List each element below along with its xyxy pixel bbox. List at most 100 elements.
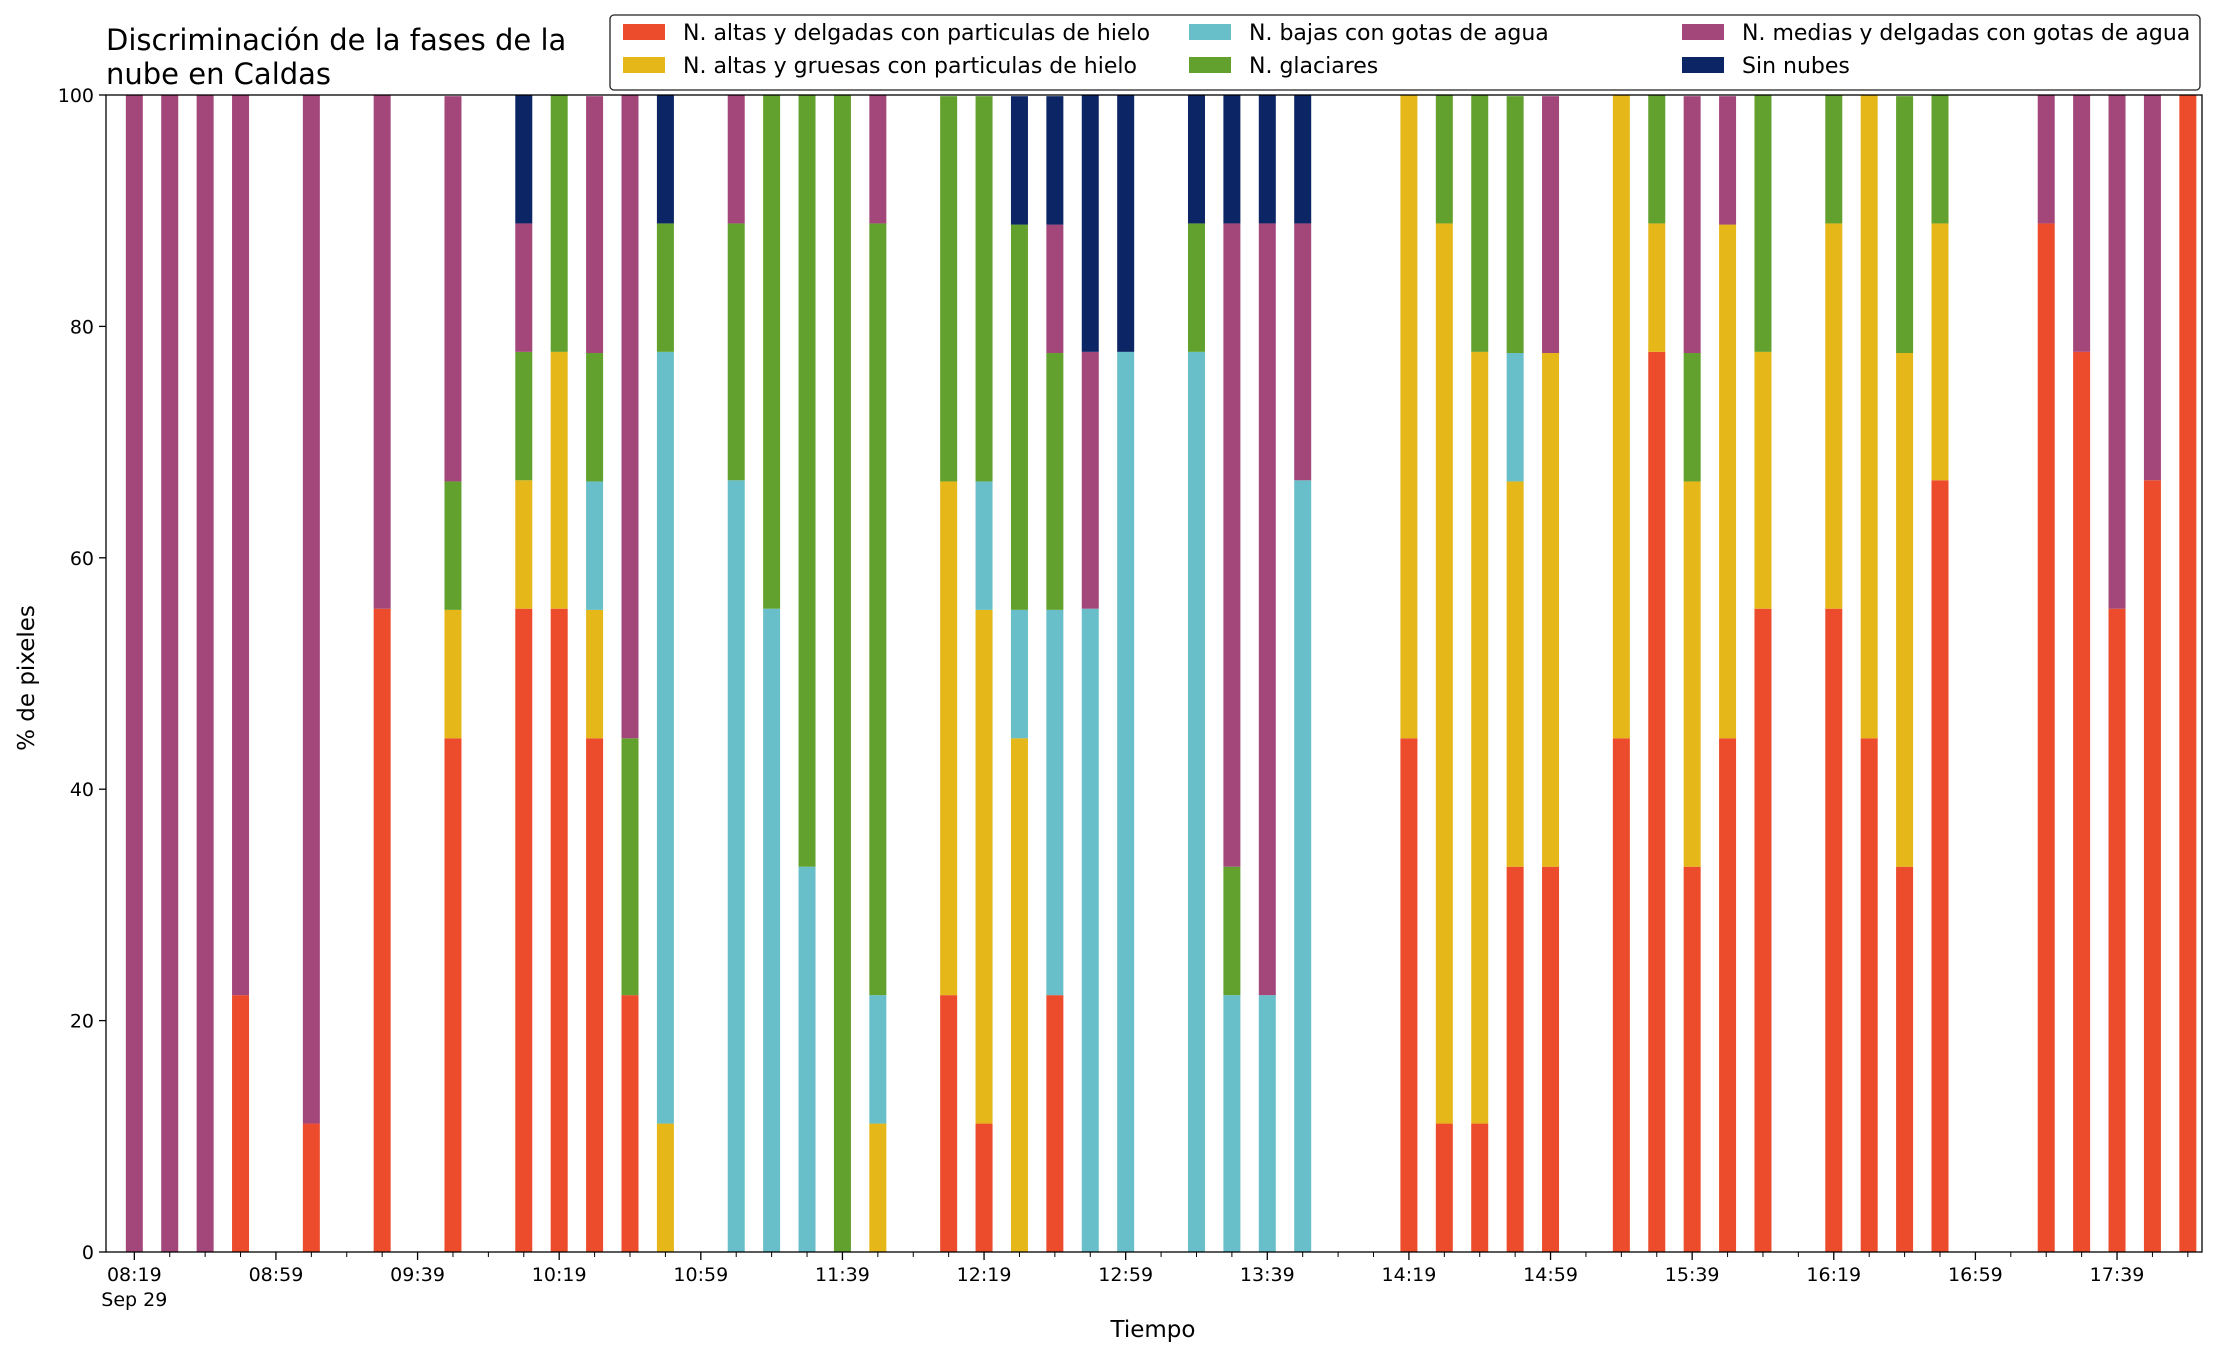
bar-segment-2-13	[763, 608, 781, 1252]
bar-segment-1-32	[1542, 353, 1560, 867]
bar-segment-2-16	[869, 995, 887, 1124]
bar-segment-5-23	[1187, 95, 1205, 224]
y-tick-label-5: 100	[58, 85, 94, 107]
bar-segment-5-22	[1117, 95, 1135, 352]
bar-segment-3-31	[1506, 96, 1524, 354]
bar-segment-1-18	[975, 609, 993, 1124]
chart-title-line-1: Discriminación de la fases de la	[106, 23, 566, 57]
bar-segment-2-31	[1506, 353, 1524, 482]
bar-segment-5-25	[1258, 95, 1276, 224]
legend-swatch-1	[623, 57, 665, 73]
bar-segment-2-9	[586, 481, 604, 610]
bar-segment-3-35	[1683, 353, 1701, 482]
x-tick-label-12: 16:19	[1806, 1264, 1861, 1286]
x-tick-label-0: 08:19	[107, 1264, 162, 1286]
bar-segment-1-34	[1648, 223, 1666, 352]
x-tick-label-1: 08:59	[249, 1264, 304, 1286]
bar-segment-2-26	[1294, 480, 1312, 1252]
legend-label-0: N. altas y delgadas con particulas de hi…	[683, 21, 1150, 46]
legend-swatch-0	[623, 24, 665, 40]
x-tick-label-9: 14:19	[1382, 1264, 1437, 1286]
bar-segment-3-9	[586, 353, 604, 482]
legend-label-5: Sin nubes	[1742, 54, 1850, 79]
bar-segment-2-12	[727, 480, 745, 1252]
bar-segment-5-21	[1081, 95, 1099, 352]
bar-segment-4-26	[1294, 223, 1312, 481]
bar-segment-0-10	[621, 995, 639, 1252]
bar-segment-4-36	[1719, 96, 1737, 225]
bar-segment-3-7	[515, 351, 533, 481]
legend-label-4: N. medias y delgadas con gotas de agua	[1742, 21, 2190, 46]
bar-segment-4-2	[196, 95, 214, 1252]
bar-segment-0-34	[1648, 351, 1666, 1253]
bar-segment-0-35	[1683, 866, 1701, 1252]
y-axis-label: % de pixeles	[14, 605, 40, 751]
bar-segment-1-36	[1719, 224, 1737, 739]
bar-segment-3-40	[1896, 96, 1914, 354]
bar-segment-0-8	[550, 608, 568, 1252]
y-tick-label-3: 60	[70, 548, 94, 570]
bar-segment-1-29	[1435, 223, 1453, 1124]
bar-segment-0-17	[940, 995, 958, 1252]
x-tick-label-10: 14:59	[1523, 1264, 1578, 1286]
y-tick-label-1: 20	[70, 1011, 94, 1033]
x-tick-label-11: 15:39	[1665, 1264, 1720, 1286]
bar-segment-3-10	[621, 738, 639, 996]
bar-segment-4-1	[161, 95, 179, 1252]
bar-segment-0-5	[373, 608, 391, 1252]
bar-segment-5-11	[656, 95, 674, 224]
bar-segment-2-20	[1046, 609, 1064, 996]
y-tick-label-0: 0	[82, 1242, 94, 1264]
bar-segment-5-26	[1294, 95, 1312, 224]
x-tick-date-label: Sep 29	[101, 1289, 167, 1311]
bar-segment-4-42	[2037, 95, 2055, 224]
x-tick-label-7: 12:59	[1098, 1264, 1153, 1286]
bar-segment-0-18	[975, 1123, 993, 1252]
bar-segment-0-41	[1931, 480, 1949, 1252]
bar-segment-3-30	[1471, 95, 1489, 352]
bar-segment-4-25	[1258, 223, 1276, 996]
bars-layer	[125, 95, 2197, 1253]
bar-segment-2-22	[1117, 351, 1135, 1253]
legend-swatch-2	[1189, 24, 1231, 40]
bar-segment-4-24	[1223, 223, 1241, 867]
bar-segment-1-40	[1896, 353, 1914, 867]
legend-label-3: N. glaciares	[1249, 54, 1378, 79]
bar-segment-0-20	[1046, 995, 1064, 1252]
bar-segment-0-28	[1400, 738, 1418, 1252]
bar-segment-3-6	[444, 481, 462, 610]
plot-frame	[105, 94, 2203, 1253]
bar-segment-3-38	[1825, 95, 1843, 224]
bar-segment-0-42	[2037, 223, 2055, 1253]
bar-segment-1-30	[1471, 351, 1489, 1124]
bar-segment-0-45	[2143, 480, 2161, 1252]
bar-segment-1-17	[940, 481, 958, 996]
bar-segment-3-14	[798, 95, 816, 867]
bar-segment-4-6	[444, 96, 462, 482]
bar-segment-3-41	[1931, 95, 1949, 224]
bar-segment-2-24	[1223, 995, 1241, 1252]
bar-segment-0-37	[1754, 608, 1772, 1252]
x-tick-label-14: 17:39	[2090, 1264, 2145, 1286]
bar-segment-0-33	[1612, 738, 1630, 1252]
y-tick-label-2: 40	[70, 779, 94, 801]
bar-segment-4-3	[232, 95, 250, 996]
bar-segment-0-43	[2073, 351, 2091, 1253]
bar-segment-3-13	[763, 95, 781, 609]
chart-legend: N. altas y delgadas con particulas de hi…	[609, 14, 2201, 91]
bar-segment-4-45	[2143, 95, 2161, 481]
bar-segment-3-18	[975, 96, 993, 482]
bar-segment-1-16	[869, 1123, 887, 1252]
x-tick-label-13: 16:59	[1948, 1264, 2003, 1286]
bar-segment-4-4	[302, 95, 320, 1124]
bar-segment-0-7	[515, 608, 533, 1252]
bar-segment-1-19	[1010, 738, 1028, 1252]
x-tick-label-8: 13:39	[1240, 1264, 1295, 1286]
bar-segment-5-19	[1010, 96, 1028, 225]
bar-segment-0-36	[1719, 738, 1737, 1252]
x-tick-label-2: 09:39	[390, 1264, 445, 1286]
bar-segment-5-7	[515, 95, 533, 224]
bar-segment-4-0	[125, 95, 143, 1252]
bar-segment-4-9	[586, 96, 604, 354]
bar-segment-1-28	[1400, 95, 1418, 739]
